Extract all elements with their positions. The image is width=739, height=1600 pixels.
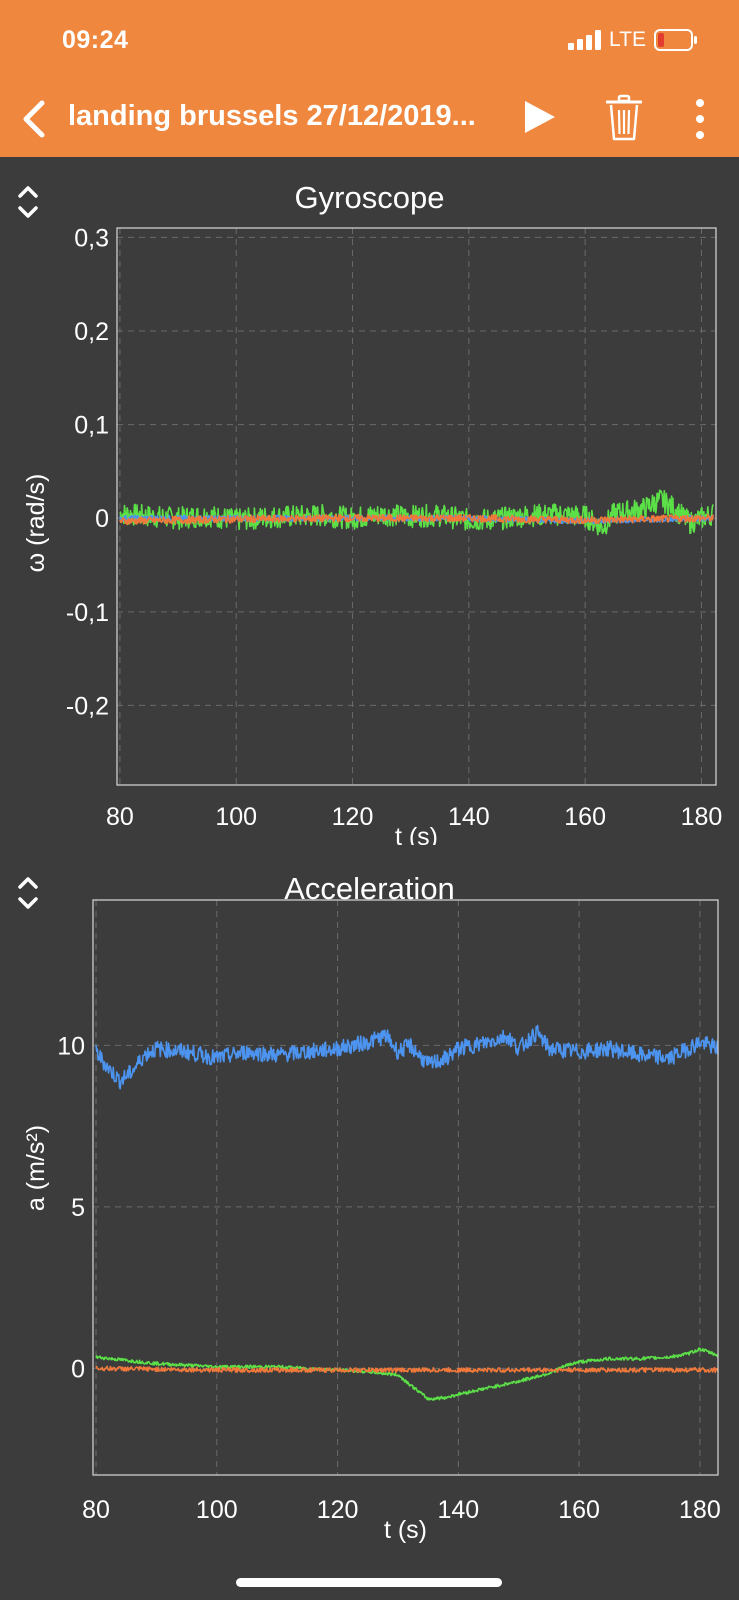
x-axis-label: t (s)	[395, 823, 438, 845]
app-header: 09:24 LTE landing brussels 27/12/2019...	[0, 0, 739, 157]
x-tick-label: 180	[681, 803, 723, 831]
gyroscope-chart: 80 100 120 140 160 180 0,3 0,2 0,1 0 -0,1 -0,2 t (s)…	[22, 224, 723, 845]
x-tick-label: 120	[317, 1496, 359, 1524]
network-type-label: LTE	[609, 28, 646, 51]
y-tick-label: 5	[71, 1194, 85, 1222]
series-line	[95, 1365, 719, 1374]
x-tick-label: 80	[106, 803, 134, 831]
x-tick-label: 140	[437, 1496, 479, 1524]
acceleration-chart: 80 100 120 140 160 180 10 5 0 t (s) a (m/s²)	[22, 899, 721, 1544]
series-line	[95, 1347, 719, 1401]
x-tick-label: 180	[679, 1496, 721, 1524]
back-chevron-icon[interactable]	[18, 97, 48, 141]
chart-title: Gyroscope	[294, 180, 445, 215]
x-tick-label: 140	[448, 803, 490, 831]
x-axis-label: t (s)	[384, 1516, 427, 1544]
expand-collapse-icon[interactable]	[14, 873, 42, 913]
x-tick-label: 80	[82, 1496, 110, 1524]
trash-icon[interactable]	[606, 94, 642, 142]
expand-collapse-icon[interactable]	[14, 182, 42, 222]
play-icon[interactable]	[521, 99, 557, 135]
series-line	[119, 513, 714, 526]
status-time: 09:24	[62, 26, 129, 54]
y-tick-label: -0,1	[66, 599, 109, 627]
x-tick-label: 100	[215, 803, 257, 831]
y-tick-label: 0	[95, 505, 109, 533]
y-tick-label: 10	[57, 1032, 85, 1060]
more-vert-icon[interactable]	[690, 97, 710, 141]
x-tick-label: 160	[564, 803, 606, 831]
plot-frame	[116, 227, 717, 786]
plot-frame	[92, 899, 719, 1476]
page-title: landing brussels 27/12/2019...	[68, 100, 476, 132]
y-tick-label: 0,1	[74, 412, 109, 440]
series-line	[119, 489, 714, 536]
battery-icon	[654, 29, 697, 51]
y-tick-label: 0	[71, 1355, 85, 1383]
cellular-signal-icon	[568, 30, 601, 50]
y-axis-label: ω (rad/s)	[22, 474, 50, 573]
y-tick-label: -0,2	[66, 692, 109, 720]
y-axis-label: a (m/s²)	[22, 1125, 50, 1211]
x-tick-label: 100	[196, 1496, 238, 1524]
y-tick-label: 0,2	[74, 318, 109, 346]
y-tick-label: 0,3	[74, 224, 109, 252]
series-line	[95, 1024, 719, 1090]
x-tick-label: 120	[332, 803, 374, 831]
home-indicator	[236, 1578, 502, 1587]
x-tick-label: 160	[558, 1496, 600, 1524]
